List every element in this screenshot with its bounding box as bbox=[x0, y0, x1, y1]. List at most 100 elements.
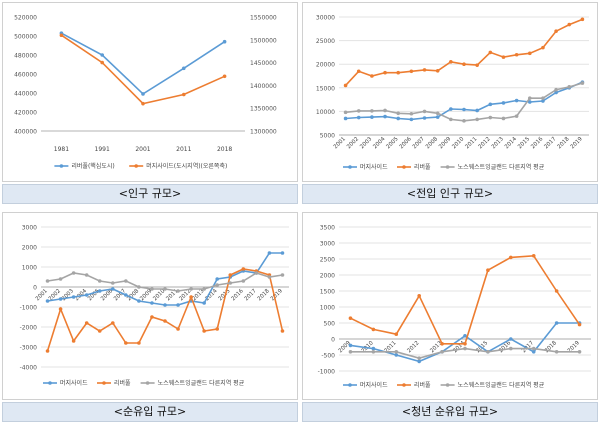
y-right-tick-label: 1500000 bbox=[250, 37, 277, 44]
data-point bbox=[435, 111, 440, 116]
x-tick-label: 2015 bbox=[517, 136, 531, 150]
x-tick-label: 2017 bbox=[543, 136, 557, 150]
data-point bbox=[422, 68, 427, 72]
data-point bbox=[150, 301, 154, 305]
data-point bbox=[215, 327, 220, 331]
y-tick-label: 2500 bbox=[320, 257, 335, 264]
data-point bbox=[475, 108, 479, 113]
y-tick-label: 25000 bbox=[316, 38, 335, 45]
data-point bbox=[554, 321, 559, 325]
data-point bbox=[348, 350, 353, 354]
x-tick-label: 2019 bbox=[270, 288, 284, 302]
data-point bbox=[202, 287, 206, 291]
data-point bbox=[527, 51, 532, 56]
y-tick-label: -1000 bbox=[318, 369, 336, 376]
legend-marker bbox=[59, 164, 64, 168]
data-point bbox=[343, 116, 348, 121]
legend-marker bbox=[145, 381, 150, 385]
data-point bbox=[100, 60, 104, 65]
data-point bbox=[383, 114, 387, 119]
data-point bbox=[531, 346, 536, 351]
y-right-tick-label: 1450000 bbox=[250, 60, 277, 67]
data-point bbox=[58, 297, 63, 301]
data-point bbox=[280, 329, 285, 333]
data-point bbox=[409, 117, 414, 122]
legend-marker bbox=[134, 164, 138, 168]
legend-item: 노스웨스트잉글랜드 다른지역 평균 bbox=[440, 381, 545, 389]
x-tick-label: 2010 bbox=[451, 136, 465, 150]
data-point bbox=[97, 329, 102, 333]
legend-label: 머지사이드 bbox=[360, 163, 388, 171]
data-point bbox=[440, 350, 444, 354]
legend-label: 노스웨스트잉글랜드 다른지역 평균 bbox=[458, 163, 545, 171]
data-point bbox=[488, 50, 493, 55]
x-tick-label: 2017 bbox=[244, 288, 258, 302]
data-point bbox=[84, 273, 89, 277]
data-point bbox=[449, 107, 453, 111]
caption-population: <인구 규모> bbox=[2, 184, 298, 204]
data-point bbox=[124, 279, 128, 283]
legend-marker bbox=[48, 381, 52, 385]
data-point bbox=[527, 100, 532, 104]
data-point bbox=[202, 301, 206, 305]
data-point bbox=[215, 283, 220, 287]
data-point bbox=[356, 109, 361, 113]
data-point bbox=[531, 350, 536, 354]
data-point bbox=[280, 273, 285, 277]
data-point bbox=[356, 115, 361, 120]
legend-item: 머지사이드 bbox=[343, 381, 388, 389]
x-tick-label: 2019 bbox=[570, 136, 584, 150]
x-tick-label: 2007 bbox=[412, 136, 426, 150]
x-tick-label: 2002 bbox=[346, 136, 360, 150]
y-right-tick-label: 1400000 bbox=[250, 83, 277, 90]
data-point bbox=[371, 350, 376, 354]
data-point bbox=[141, 92, 145, 96]
data-point bbox=[383, 108, 387, 113]
x-tick-label: 2016 bbox=[530, 136, 544, 150]
data-point bbox=[462, 119, 466, 123]
y-tick-label: 20000 bbox=[316, 62, 335, 69]
y-tick-label: 500 bbox=[324, 321, 336, 328]
data-point bbox=[509, 255, 513, 260]
data-point bbox=[71, 339, 76, 343]
data-point bbox=[356, 69, 361, 74]
data-point bbox=[463, 334, 467, 338]
data-point bbox=[100, 53, 104, 57]
data-point bbox=[222, 39, 227, 44]
data-point bbox=[45, 299, 50, 303]
data-point bbox=[577, 322, 582, 327]
legend-label: 리버풀 bbox=[414, 381, 431, 389]
legend-item: 머지사이드 bbox=[43, 379, 88, 387]
chart-panel-youth-net-migration: -1000 -500 0 500 1000 1500 2000 2500 3000 3500 200… bbox=[302, 212, 598, 400]
data-point bbox=[462, 107, 466, 112]
legend-item: 노스웨스트잉글랜드 다른지역 평균 bbox=[440, 163, 545, 171]
y-tick-label: -2000 bbox=[20, 325, 38, 332]
y-tick-label: -4000 bbox=[20, 365, 38, 372]
data-point bbox=[176, 289, 180, 293]
x-tick-label: 2018 bbox=[257, 288, 271, 302]
data-point bbox=[422, 109, 427, 114]
data-point bbox=[527, 96, 532, 100]
data-point bbox=[409, 69, 414, 74]
y-tick-label: 1000 bbox=[22, 265, 37, 272]
data-point bbox=[163, 303, 167, 307]
legend-marker bbox=[402, 165, 406, 169]
y-right-tick-label: 1350000 bbox=[250, 106, 277, 113]
data-point bbox=[580, 17, 585, 22]
data-point bbox=[486, 268, 490, 272]
data-point bbox=[370, 74, 374, 78]
data-point bbox=[475, 117, 479, 122]
chart-panel-net-migration: -4000 -3000 -2000 -1000 0 1000 2000 3000 2001 200… bbox=[2, 212, 298, 400]
data-point bbox=[554, 29, 558, 33]
data-point bbox=[449, 117, 453, 122]
data-point bbox=[501, 55, 506, 59]
data-point bbox=[228, 273, 233, 277]
data-point bbox=[348, 316, 353, 320]
data-point bbox=[189, 287, 193, 291]
chart-panel-population: 400000 420000 440000 460000 480000 500000 5200… bbox=[2, 2, 298, 182]
data-point bbox=[383, 70, 387, 75]
data-point bbox=[488, 102, 493, 107]
caption-youth-net-migration: <청년 순유입 규모> bbox=[302, 402, 598, 422]
legend-label: 머지사이드(도시지역)(오른쪽축) bbox=[146, 162, 227, 170]
data-point bbox=[71, 271, 76, 275]
